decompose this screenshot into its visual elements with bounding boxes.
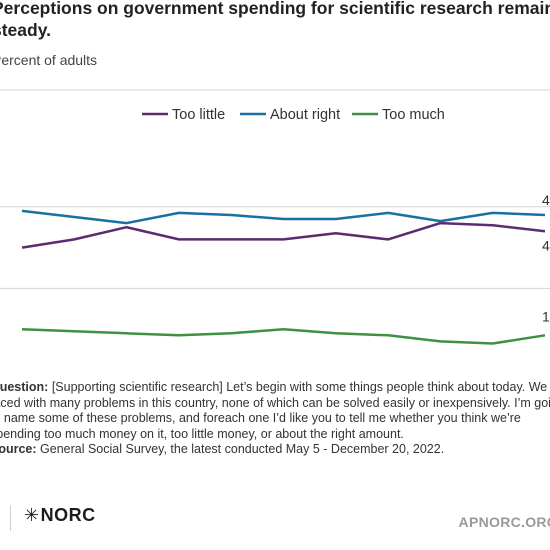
logo-text: NORC	[40, 505, 96, 525]
end-labels: 4 4 1	[542, 192, 550, 324]
gridlines	[0, 89, 550, 289]
end-label-0: 4	[542, 192, 550, 208]
chart-subtitle: Percent of adults	[0, 52, 98, 68]
series-line-1	[21, 209, 546, 225]
question-note: Question: [Supporting scientific researc…	[0, 380, 550, 442]
source-note: Source: General Social Survey, the lates…	[0, 442, 550, 458]
star-burst-icon: ✳	[24, 505, 40, 525]
legend-label-1: About right	[270, 107, 340, 123]
question-text: [Supporting scientific research] Let’s b…	[0, 380, 550, 441]
series-lines	[21, 209, 546, 345]
source-label: Source:	[0, 442, 37, 456]
chart-title: Perceptions on government spending for s…	[0, 0, 550, 40]
question-label: Question:	[0, 380, 49, 394]
norc-logo: ✳NORC	[24, 505, 96, 526]
chart-notes: Question: [Supporting scientific researc…	[0, 380, 550, 458]
footer-divider	[10, 505, 11, 531]
series-line-2	[21, 327, 546, 345]
legend-label-0: Too little	[172, 107, 225, 123]
end-label-1: 4	[542, 237, 550, 253]
source-text: General Social Survey, the latest conduc…	[40, 442, 445, 456]
end-label-2: 1	[542, 308, 550, 324]
legend-label-2: Too much	[382, 107, 445, 123]
series-line-0	[21, 221, 546, 249]
legend: Too little About right Too much	[142, 107, 445, 123]
site-link[interactable]: APNORC.ORG	[458, 514, 550, 530]
